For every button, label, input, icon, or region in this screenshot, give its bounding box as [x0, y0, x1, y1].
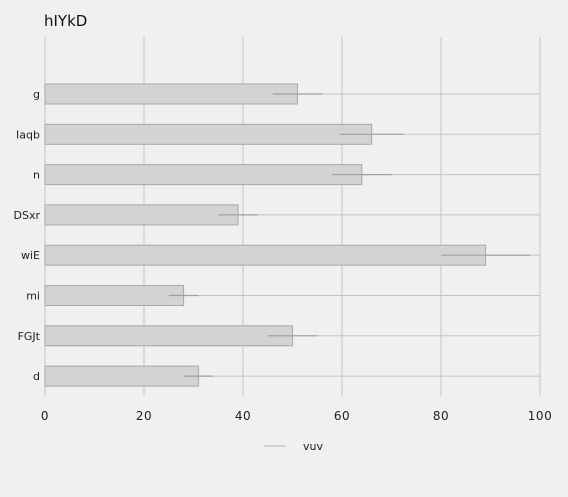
- bars-layer: [44, 83, 487, 387]
- x-tick-label: 0: [41, 409, 49, 423]
- y-tick-label: g: [33, 88, 40, 101]
- legend: vuv: [264, 440, 323, 453]
- y-tick-label: wiE: [21, 249, 40, 262]
- x-tick-label: 60: [334, 409, 350, 423]
- bar: [44, 244, 487, 266]
- y-tick-label: FGJt: [18, 330, 41, 343]
- y-tick-label: n: [33, 169, 40, 182]
- chart-title: hIYkD: [44, 12, 88, 30]
- y-tick-label: DSxr: [14, 209, 41, 222]
- y-tick-labels: g Iaqb n DSxr wiE mi FGJt d: [14, 88, 41, 383]
- x-tick-label: 100: [528, 409, 552, 423]
- x-tick-label: 40: [235, 409, 251, 423]
- bar: [44, 123, 373, 145]
- x-tick-label: 80: [433, 409, 449, 423]
- bar: [44, 285, 185, 306]
- x-tick-labels: 0 20 40 60 80 100: [41, 409, 552, 423]
- bar: [44, 365, 199, 387]
- y-tick-label: mi: [26, 290, 40, 303]
- bar: [44, 204, 239, 226]
- legend-label: vuv: [303, 440, 323, 453]
- y-tick-label: Iaqb: [16, 128, 40, 141]
- bar: [44, 83, 298, 105]
- x-tick-label: 20: [136, 409, 152, 423]
- bar: [44, 325, 293, 347]
- error-bars-layer: [168, 93, 531, 377]
- y-tick-label: d: [33, 370, 40, 383]
- bar: [44, 164, 363, 186]
